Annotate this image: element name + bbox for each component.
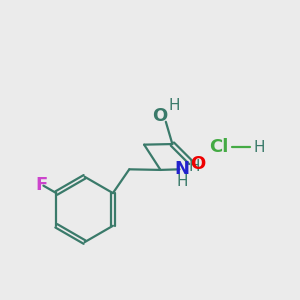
Text: H: H — [169, 98, 181, 113]
Text: H: H — [176, 174, 188, 189]
Text: Cl: Cl — [209, 138, 228, 156]
Text: O: O — [152, 107, 167, 125]
Text: O: O — [190, 155, 205, 173]
Text: H: H — [189, 159, 200, 174]
Text: H: H — [254, 140, 265, 154]
Text: F: F — [35, 176, 47, 194]
Text: N: N — [174, 160, 189, 178]
